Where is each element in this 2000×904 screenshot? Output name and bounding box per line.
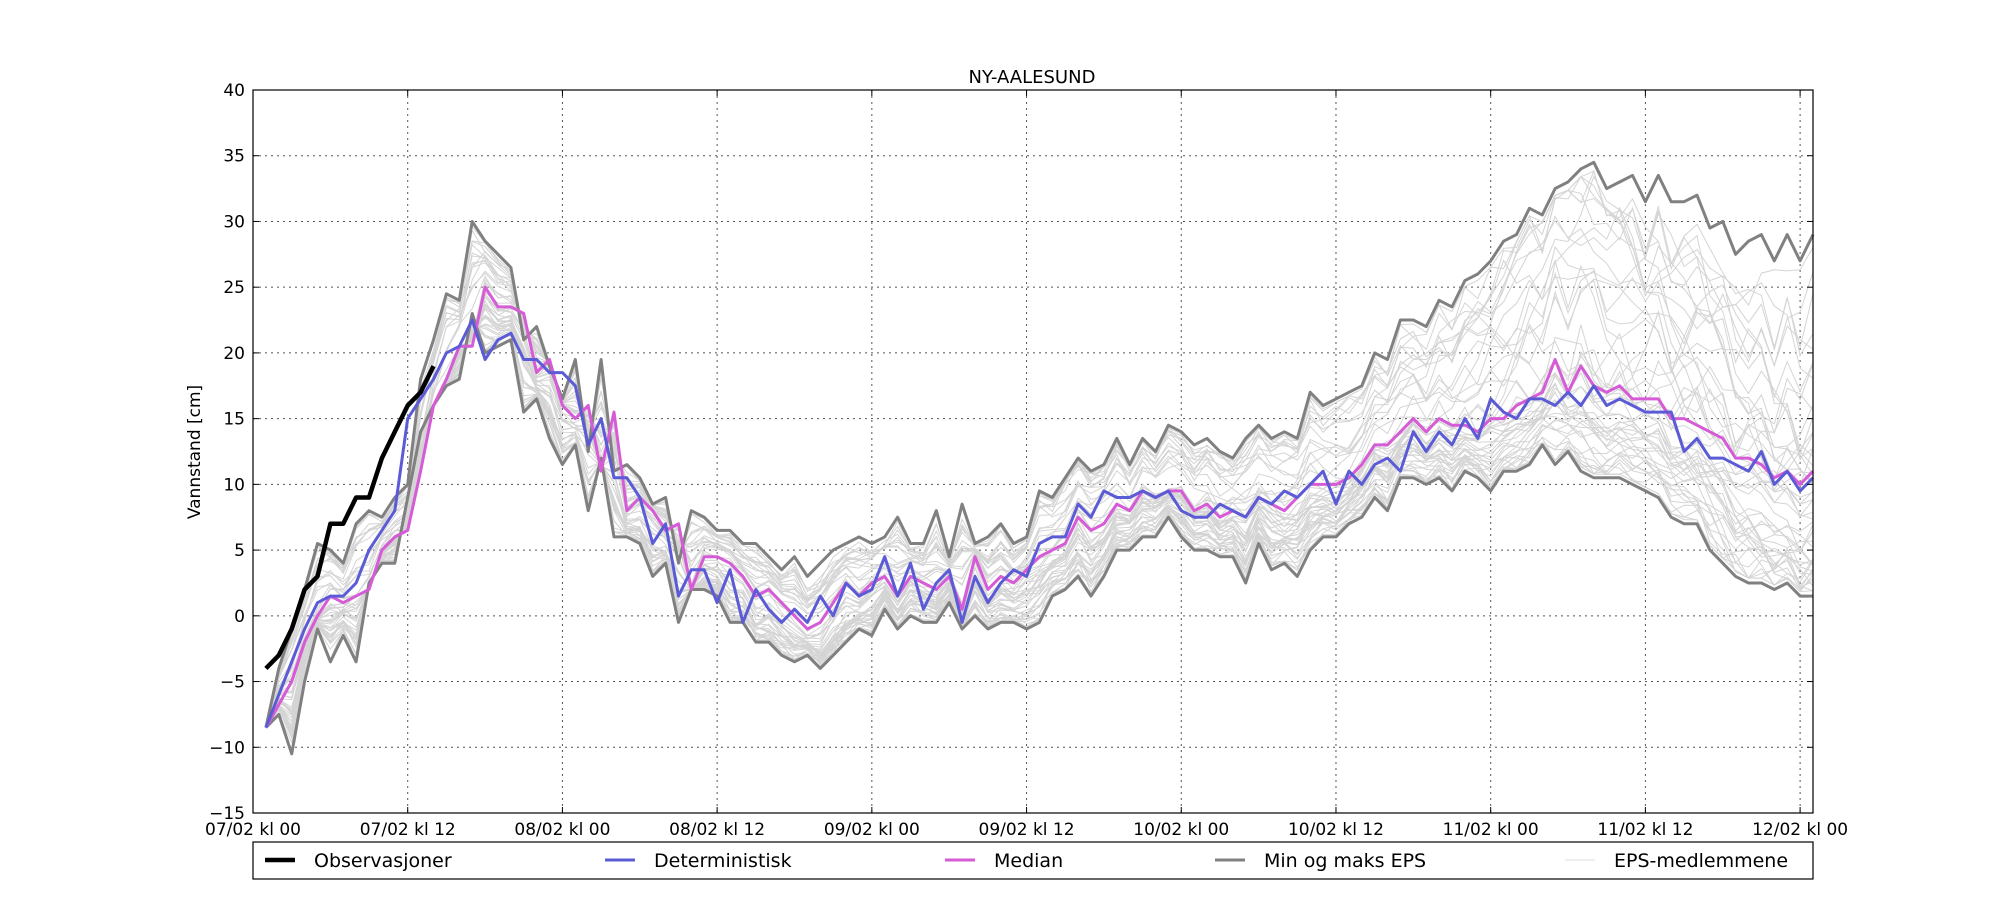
chart-title: NY-AALESUND (969, 67, 1096, 88)
eps-member-line (265, 314, 1814, 728)
x-tick-label: 07/02 kl 12 (360, 820, 456, 840)
eps-member-line (265, 296, 1814, 729)
y-axis-ticks: −15 −10 −5 0 5 10 15 20 25 30 35 40 (209, 81, 1813, 824)
x-tick-label: 11/02 kl 12 (1597, 820, 1693, 840)
plot-area-frame (252, 89, 1814, 814)
y-tick-label: 5 (234, 541, 245, 561)
y-tick-label: 40 (223, 81, 245, 101)
eps-member-line (265, 243, 1814, 728)
x-tick-label: 08/02 kl 00 (514, 820, 610, 840)
eps-member-line (265, 225, 1814, 728)
legend-label: Deterministisk (654, 850, 792, 872)
x-tick-label: 09/02 kl 00 (824, 820, 920, 840)
grid (253, 90, 1813, 813)
legend-label: Observasjoner (314, 850, 452, 872)
y-tick-label: 10 (223, 475, 245, 495)
y-tick-label: −15 (209, 804, 245, 824)
eps-member-line (265, 308, 1814, 728)
x-tick-label: 10/02 kl 12 (1288, 820, 1384, 840)
x-axis-ticks: 07/02 kl 00 07/02 kl 12 08/02 kl 00 08/02 k… (205, 90, 1848, 840)
eps-members (265, 169, 1814, 753)
x-tick-label: 07/02 kl 00 (205, 820, 301, 840)
x-tick-label: 09/02 kl 12 (979, 820, 1075, 840)
eps-min-line (264, 312, 1813, 756)
eps-max-line (264, 160, 1815, 728)
y-tick-label: −10 (209, 738, 245, 758)
legend-box (252, 841, 1814, 880)
eps-member-line (265, 318, 1814, 732)
eps-member-line (265, 281, 1814, 728)
eps-member-line (265, 318, 1814, 734)
y-tick-label: 25 (223, 278, 245, 298)
eps-member-line (265, 317, 1814, 728)
x-tick-label: 12/02 kl 00 (1752, 820, 1848, 840)
eps-member-line (265, 314, 1814, 728)
legend: Observasjoner Deterministisk Median Min og … (252, 841, 1814, 880)
x-tick-label: 11/02 kl 00 (1443, 820, 1539, 840)
eps-member-line (265, 189, 1814, 728)
y-tick-label: 35 (223, 147, 245, 167)
eps-member-line (265, 324, 1814, 728)
eps-member-line (265, 291, 1814, 728)
eps-member-line (265, 293, 1814, 728)
eps-member-line (265, 313, 1814, 728)
eps-member-line (265, 316, 1814, 738)
eps-member-line (265, 316, 1814, 728)
y-tick-label: 30 (223, 212, 245, 232)
legend-label: Median (994, 850, 1063, 872)
eps-member-line (265, 319, 1814, 728)
median-line (264, 285, 1815, 729)
y-tick-label: 0 (234, 607, 245, 627)
eps-member-line (265, 316, 1814, 731)
eps-member-line (265, 325, 1814, 753)
eps-member-line (265, 307, 1814, 728)
eps-member-line (265, 314, 1814, 728)
observations-line (264, 365, 436, 670)
series-lines (264, 160, 1815, 756)
eps-member-line (265, 252, 1814, 728)
eps-member-line (265, 316, 1814, 728)
deterministic-line (264, 318, 1815, 729)
legend-label: Min og maks EPS (1264, 850, 1426, 872)
eps-member-line (265, 323, 1814, 728)
eps-member-line (265, 175, 1814, 728)
y-axis-label: Vannstand [cm] (185, 385, 205, 519)
y-tick-label: 20 (223, 344, 245, 364)
x-tick-label: 08/02 kl 12 (669, 820, 765, 840)
eps-member-line (265, 303, 1814, 728)
y-tick-label: 15 (223, 410, 245, 430)
eps-member-line (265, 316, 1814, 735)
eps-member-line (265, 189, 1814, 728)
x-tick-label: 10/02 kl 00 (1133, 820, 1229, 840)
eps-member-line (265, 219, 1814, 728)
eps-member-line (265, 312, 1814, 738)
y-tick-label: −5 (220, 673, 245, 693)
legend-label: EPS-medlemmene (1614, 850, 1788, 872)
